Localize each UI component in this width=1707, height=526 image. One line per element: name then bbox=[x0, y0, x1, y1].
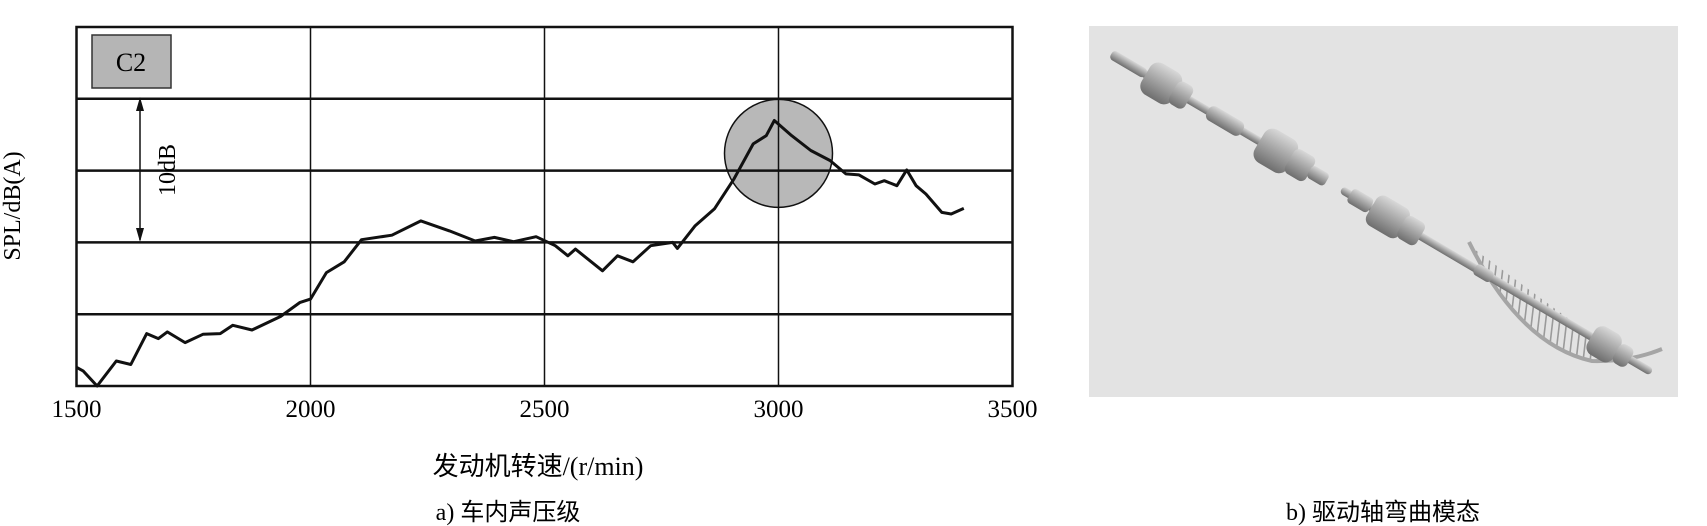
x-tick-label: 3500 bbox=[988, 396, 1038, 423]
caption-b: b) 驱动轴弯曲模态 bbox=[1286, 499, 1480, 526]
scale-bar: 10dB bbox=[136, 97, 181, 242]
grid-over-highlight bbox=[76, 27, 1013, 386]
scale-bar-label: 10dB bbox=[155, 144, 181, 196]
legend-box bbox=[91, 34, 172, 89]
caption-a: a) 车内声压级 bbox=[436, 499, 581, 526]
x-tick-label: 2000 bbox=[286, 396, 336, 423]
x-tick-label: 3000 bbox=[754, 396, 804, 423]
y-axis-label: SPL/dB(A) bbox=[0, 151, 26, 260]
spl-curve bbox=[75, 119, 965, 388]
x-tick-label: 2500 bbox=[520, 396, 570, 423]
legend-label: C2 bbox=[116, 48, 146, 77]
driveshaft-figure bbox=[1089, 26, 1678, 397]
x-tick-label: 1500 bbox=[52, 396, 102, 423]
x-axis-label: 发动机转速/(r/min) bbox=[433, 452, 644, 481]
x-tick-labels: 1500 2000 2500 3000 3500 bbox=[52, 396, 1038, 423]
